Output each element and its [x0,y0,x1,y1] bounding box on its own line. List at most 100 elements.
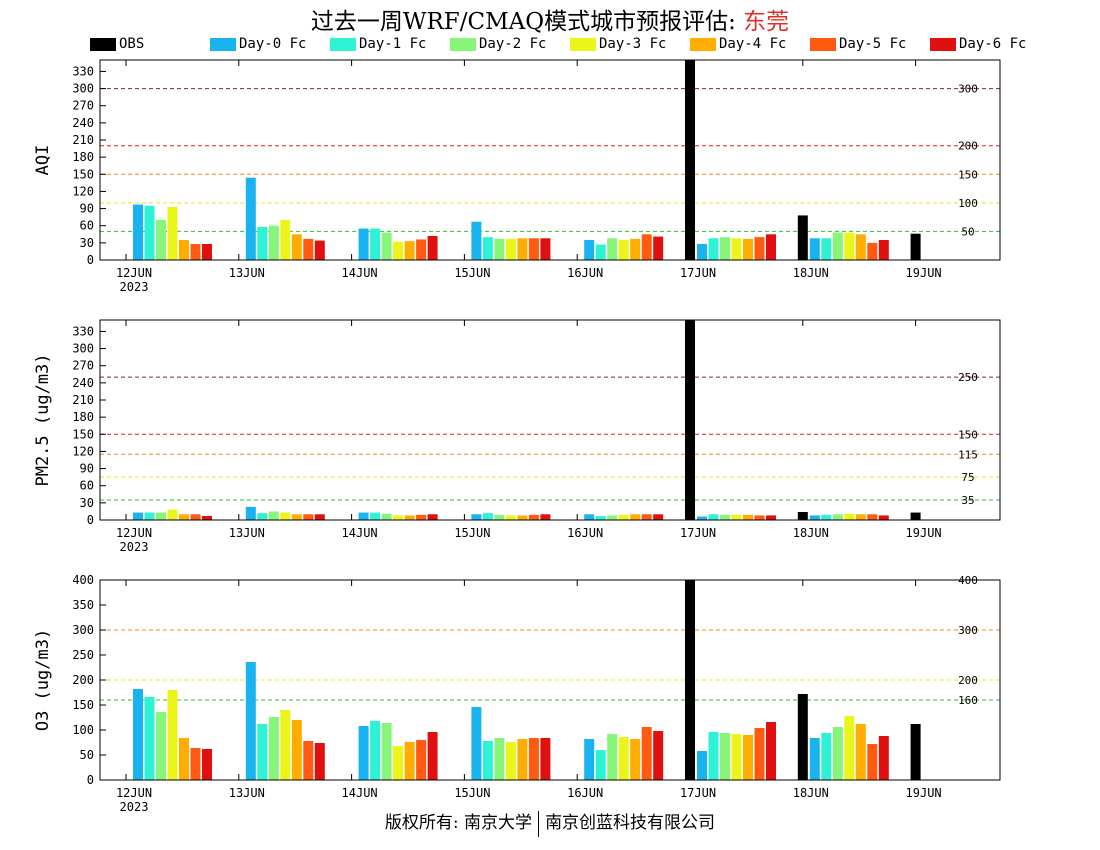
bar-day-3-fc-14jun [393,241,404,260]
bar-obs-17jun [685,60,695,260]
bar-day-2-fc-17jun [720,733,730,780]
reference-label-300: 300 [958,624,978,637]
x-tick-label-16jun: 16JUN [567,266,603,280]
legend-label: Day-6 Fc [959,36,1027,52]
plot-frame [99,59,1001,261]
y-tick-label: 0 [87,253,94,267]
y-tick-label: 120 [72,184,94,198]
bar-day-1-fc-17jun [708,238,719,260]
bar-day-4-fc-12jun [179,240,189,260]
bar-day-0-fc-17jun [697,516,707,520]
bar-day-3-fc-14jun [393,746,404,780]
bar-day-4-fc-18jun [855,724,866,780]
bar-day-1-fc-12jun [144,697,155,780]
bar-day-3-fc-13jun [280,710,291,780]
y-tick-label: 30 [80,236,94,250]
legend-label: Day-1 Fc [359,36,427,52]
legend-label: Day-3 Fc [599,36,667,52]
x-tick-label-17jun: 17JUN [680,266,716,280]
bar-day-2-fc-13jun [268,717,279,780]
x-tick-label-12jun: 12JUN [116,526,152,540]
y-tick-label: 90 [80,202,94,216]
bar-day-6-fc-16jun [653,514,664,520]
chart-panel-o3: 16020030040005010015020025030035040012JU… [33,573,1001,814]
bar-day-6-fc-18jun [878,515,889,520]
x-tick-label-14jun: 14JUN [342,526,378,540]
bar-day-5-fc-14jun [416,514,427,520]
plot-frame [99,319,1001,521]
reference-label-200: 200 [958,140,978,153]
legend-label: Day-5 Fc [839,36,907,52]
bar-day-0-fc-17jun [697,751,707,780]
bar-day-2-fc-14jun [381,723,392,780]
bar-day-5-fc-17jun [754,515,765,520]
reference-label-115: 115 [958,448,978,461]
bar-day-6-fc-12jun [202,244,212,260]
y-tick-label: 270 [72,99,94,113]
legend: OBS Day-0 Fc Day-1 Fc Day-2 Fc Day-3 Fc Day-4… [0,35,1100,53]
legend-swatch [690,37,716,51]
bar-day-3-fc-13jun [280,220,291,260]
bar-day-5-fc-15jun [528,514,539,520]
bar-day-1-fc-13jun [257,724,268,780]
bar-day-2-fc-13jun [268,225,279,260]
bar-day-6-fc-15jun [540,738,551,780]
bar-day-1-fc-13jun [257,513,268,520]
legend-swatch [210,37,236,51]
reference-label-200: 200 [958,674,978,687]
legend-swatch [930,37,956,51]
chart-panel-aqi: 50 100 150 200 300 0 30 60 90 120 150 180 210 240 270 3… [33,59,1001,294]
bar-day-1-fc-12jun [144,205,155,260]
bar-day-5-fc-13jun [303,741,314,780]
legend-item-day-6-fc: Day-6 Fc [930,35,1026,53]
bar-day-3-fc-15jun [505,515,516,520]
y-tick-label: 60 [80,219,94,233]
bar-day-5-fc-17jun [754,728,765,780]
legend-label: Day-0 Fc [239,36,307,52]
bar-day-3-fc-12jun [167,509,178,520]
bar-day-1-fc-17jun [708,732,719,780]
reference-label-160: 160 [958,694,978,707]
y-tick-label: 210 [72,133,94,147]
bar-day-4-fc-15jun [517,238,528,260]
bar-day-4-fc-16jun [630,739,641,780]
bar-day-0-fc-13jun [245,506,256,520]
bar-day-0-fc-16jun [584,739,595,780]
legend-swatch [330,37,356,51]
bar-day-3-fc-18jun [844,232,855,260]
x-year-label: 2023 [120,280,149,294]
y-tick-label: 60 [80,479,94,493]
x-tick-label-18jun: 18JUN [793,266,829,280]
bar-day-3-fc-17jun [731,734,742,780]
bar-day-6-fc-12jun [202,516,212,520]
bar-day-5-fc-18jun [867,514,878,520]
y-tick-label: 240 [72,376,94,390]
bar-day-1-fc-14jun [370,721,381,780]
bar-day-4-fc-16jun [630,514,641,520]
y-tick-label: 400 [72,573,94,587]
bar-day-2-fc-12jun [156,220,166,260]
bar-day-0-fc-13jun [245,662,256,780]
y-axis-label: O3 (ug/m3) [33,629,53,731]
bar-day-3-fc-16jun [618,737,629,780]
y-tick-label: 300 [72,623,94,637]
legend-swatch [450,37,476,51]
bar-day-0-fc-16jun [584,240,595,260]
bar-day-6-fc-14jun [427,514,438,520]
bar-day-2-fc-15jun [494,738,505,780]
title-main: 过去一周WRF/CMAQ模式城市预报评估: [310,9,744,35]
bar-day-6-fc-15jun [540,238,551,260]
bar-day-1-fc-18jun [821,514,832,520]
bar-day-2-fc-16jun [607,734,618,780]
y-tick-label: 0 [87,773,94,787]
bar-day-6-fc-13jun [314,240,325,260]
bar-day-4-fc-13jun [291,720,302,780]
bar-day-6-fc-17jun [766,722,776,780]
bar-day-2-fc-15jun [494,238,505,260]
bar-day-2-fc-13jun [268,511,279,520]
bar-obs-17jun [685,580,695,780]
bar-day-1-fc-14jun [370,228,381,260]
legend-item-day-5-fc: Day-5 Fc [810,35,906,53]
bar-day-2-fc-18jun [832,514,843,520]
bar-day-3-fc-17jun [731,514,742,520]
